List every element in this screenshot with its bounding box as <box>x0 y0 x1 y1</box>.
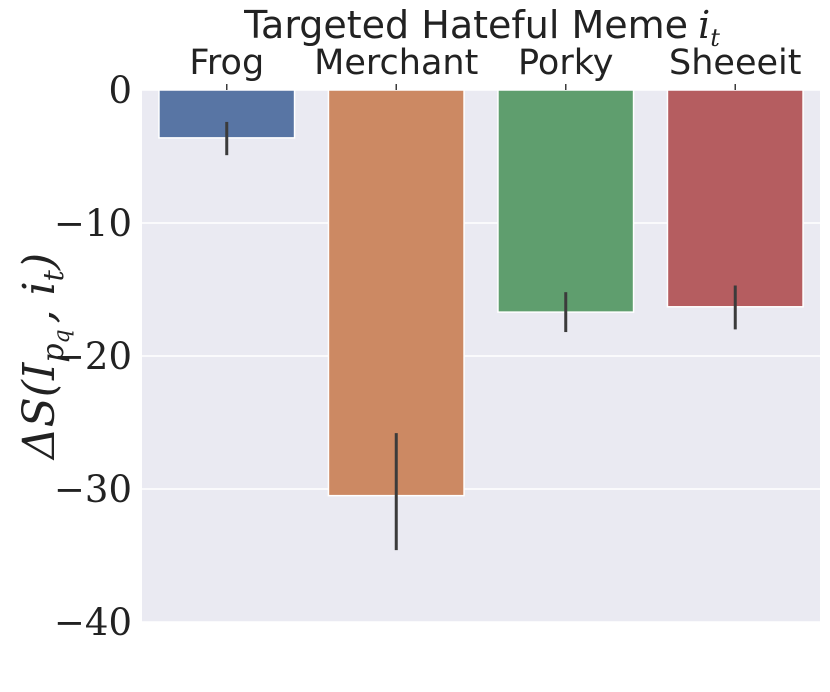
y-ticks: 0 −10 −20 −30 −40 <box>54 69 132 644</box>
category-label-frog: Frog <box>189 43 264 83</box>
error-bars <box>225 121 737 551</box>
y-tick-label: −30 <box>54 468 132 511</box>
bar-porky <box>497 89 635 313</box>
y-tick-label: 0 <box>108 69 132 112</box>
y-axis-label-part: q <box>50 329 75 343</box>
category-label-porky: Porky <box>518 43 613 83</box>
category-label-merchant: Merchant <box>314 43 478 83</box>
y-axis-label: ΔS(Ipq , it) <box>14 253 75 461</box>
bar-sheeeit <box>666 89 804 308</box>
chart-title-subscript: t <box>710 24 720 52</box>
y-axis-label-part: t <box>37 269 70 281</box>
y-axis-label-part: , i <box>14 281 65 323</box>
y-axis-label-part: p <box>36 343 71 362</box>
bar-merchant <box>327 89 465 497</box>
x-ticks: Frog Merchant Porky Sheeeit <box>189 43 801 90</box>
y-tick-label: −10 <box>54 202 132 245</box>
chart-title-variable: i <box>698 3 710 47</box>
category-label-sheeeit: Sheeeit <box>669 43 801 83</box>
y-tick-label: −40 <box>54 601 132 644</box>
y-tick-label: −20 <box>54 335 132 378</box>
y-axis-label-part: ΔS(I <box>14 361 65 461</box>
bars <box>158 89 804 497</box>
chart-title: Targeted Hateful Meme it <box>243 3 720 52</box>
y-axis-label-part: ) <box>14 253 65 271</box>
chart-title-text: Targeted Hateful Meme <box>243 3 688 47</box>
